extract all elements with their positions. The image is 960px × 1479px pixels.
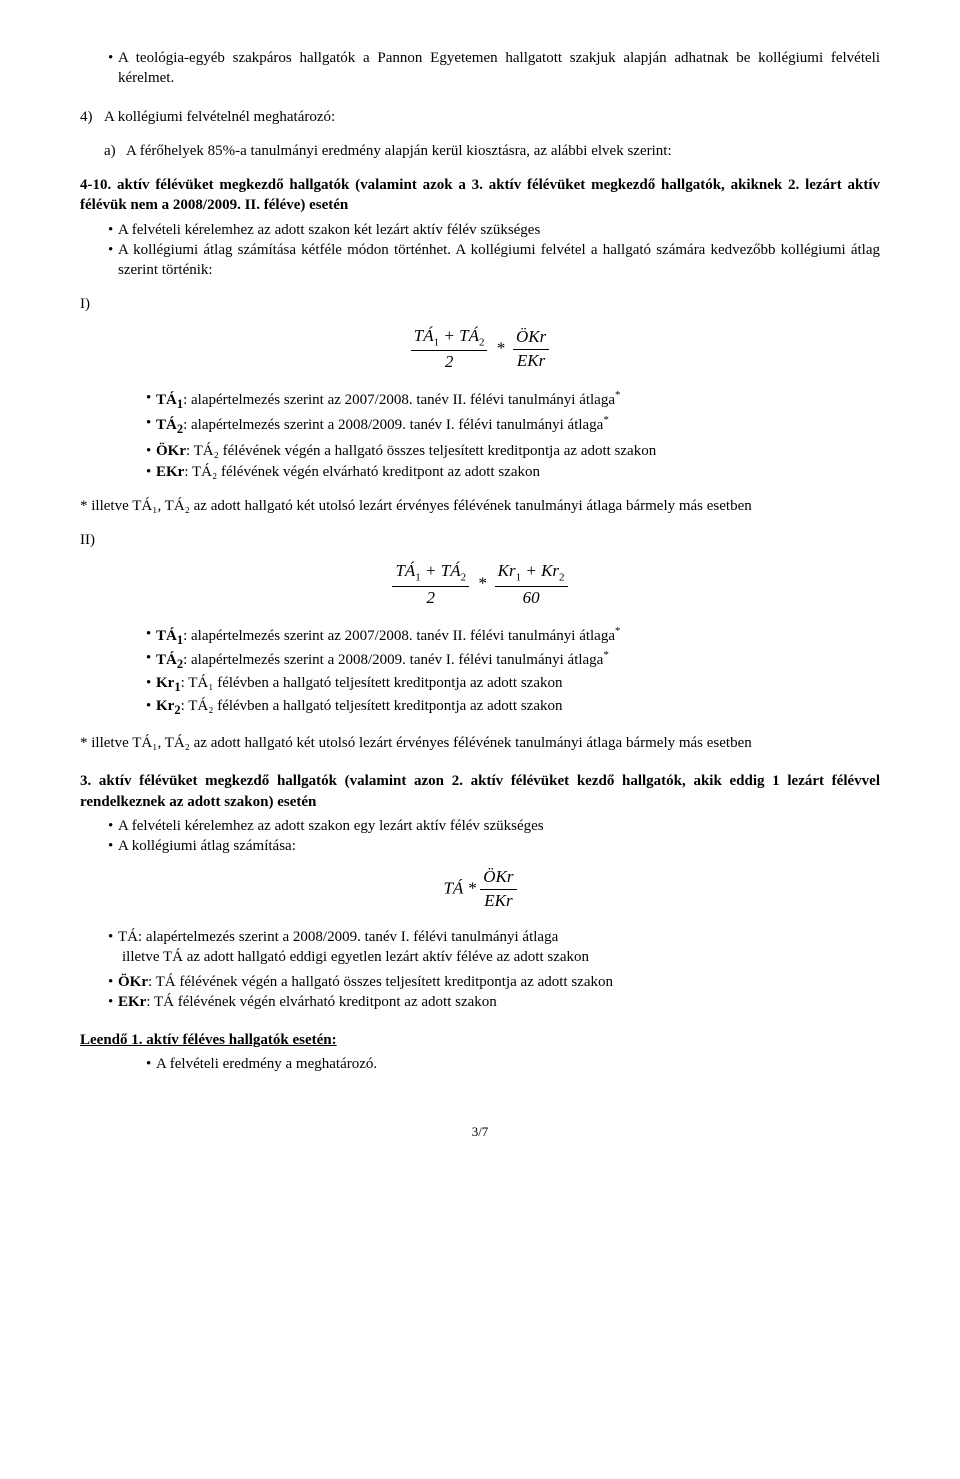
section-heading: 4-10. aktív félévüket megkezdő hallgatók…: [80, 175, 880, 216]
bullet-item: • Kr1: TÁ₁ félévben a hallgató teljesíte…: [146, 673, 880, 696]
paragraph-text: A teológia-egyéb szakpáros hallgatók a P…: [118, 48, 880, 89]
paragraph-text: A kollégiumi felvételnél meghatározó:: [104, 107, 335, 127]
bullet-item: • EKr: TÁ félévének végén elvárható kred…: [108, 992, 880, 1012]
bullet-item: • EKr: TÁ₂ félévének végén elvárható kre…: [146, 462, 880, 482]
bullet-dot: •: [146, 462, 156, 482]
paragraph-text: A felvételi kérelemhez az adott szakon k…: [118, 220, 540, 240]
bullet-item: • TÁ2: alapértelmezés szerint a 2008/200…: [146, 413, 880, 438]
formula-label: I): [80, 294, 880, 314]
bullet-dot: •: [146, 441, 156, 461]
definition-text: TÁ2: alapértelmezés szerint a 2008/2009.…: [156, 648, 609, 673]
bullet-item: • Kr2: TÁ₂ félévben a hallgató teljesíte…: [146, 696, 880, 719]
definition-text: ÖKr: TÁ₂ félévének végén a hallgató össz…: [156, 441, 656, 461]
formula-3: TÁ * ÖKrEKr: [80, 866, 880, 913]
paragraph-text: A kollégiumi átlag számítása:: [118, 836, 296, 856]
definition-text: ÖKr: TÁ félévének végén a hallgató össze…: [118, 972, 613, 992]
paragraph-text: A felvételi eredmény a meghatározó.: [156, 1054, 377, 1074]
definition-text: Kr1: TÁ₁ félévben a hallgató teljesített…: [156, 673, 563, 696]
section-heading: Leendő 1. aktív féléves hallgatók esetén…: [80, 1030, 880, 1050]
bullet-item: • A kollégiumi átlag számítása kétféle m…: [108, 240, 880, 281]
paragraph-text: A felvételi kérelemhez az adott szakon e…: [118, 816, 544, 836]
bullet-item: • TÁ1: alapértelmezés szerint az 2007/20…: [146, 624, 880, 649]
bullet-dot: •: [146, 696, 156, 716]
bullet-item: • A felvételi eredmény a meghatározó.: [146, 1054, 880, 1074]
bullet-dot: •: [108, 240, 118, 260]
page-number: 3/7: [80, 1123, 880, 1141]
bullet-dot: •: [146, 388, 156, 408]
bullet-item: • A kollégiumi átlag számítása:: [108, 836, 880, 856]
bullet-dot: •: [146, 624, 156, 644]
bullet-dot: •: [108, 992, 118, 1012]
definition-text: Kr2: TÁ₂ félévben a hallgató teljesített…: [156, 696, 563, 719]
footnote-text: * illetve TÁ₁, TÁ₂ az adott hallgató két…: [80, 496, 880, 516]
definition-text: TÁ: alapértelmezés szerint a 2008/2009. …: [118, 927, 589, 968]
formula-label: II): [80, 530, 880, 550]
bullet-item: • TÁ1: alapértelmezés szerint az 2007/20…: [146, 388, 880, 413]
bullet-dot: •: [146, 413, 156, 433]
bullet-item: • ÖKr: TÁ félévének végén a hallgató öss…: [108, 972, 880, 992]
bullet-dot: •: [108, 48, 118, 68]
definition-text: TÁ2: alapértelmezés szerint a 2008/2009.…: [156, 413, 609, 438]
bullet-item: • A teológia-egyéb szakpáros hallgatók a…: [108, 48, 880, 89]
paragraph-text: A férőhelyek 85%-a tanulmányi eredmény a…: [126, 141, 672, 161]
bullet-dot: •: [108, 816, 118, 836]
bullet-dot: •: [108, 220, 118, 240]
definition-text: TÁ1: alapértelmezés szerint az 2007/2008…: [156, 624, 621, 649]
bullet-item: • TÁ: alapértelmezés szerint a 2008/2009…: [108, 927, 880, 968]
bullet-item: • TÁ2: alapértelmezés szerint a 2008/200…: [146, 648, 880, 673]
bullet-dot: •: [146, 1054, 156, 1074]
definition-text: EKr: TÁ₂ félévének végén elvárható kredi…: [156, 462, 540, 482]
definition-text: TÁ1: alapértelmezés szerint az 2007/2008…: [156, 388, 621, 413]
bullet-item: • A felvételi kérelemhez az adott szakon…: [108, 816, 880, 836]
bullet-item: • ÖKr: TÁ₂ félévének végén a hallgató ös…: [146, 441, 880, 461]
numbered-item: 4) A kollégiumi felvételnél meghatározó:: [80, 107, 880, 127]
footnote-text: * illetve TÁ₁, TÁ₂ az adott hallgató két…: [80, 733, 880, 753]
list-letter: a): [104, 141, 126, 161]
bullet-dot: •: [108, 836, 118, 856]
bullet-dot: •: [108, 972, 118, 992]
section-heading: 3. aktív félévüket megkezdő hallgatók (v…: [80, 771, 880, 812]
formula-1: TÁ1 + TÁ22 * ÖKrEKr: [80, 325, 880, 374]
definition-text: EKr: TÁ félévének végén elvárható kredit…: [118, 992, 497, 1012]
paragraph-text: A kollégiumi átlag számítása kétféle mód…: [118, 240, 880, 281]
bullet-dot: •: [146, 648, 156, 668]
bullet-dot: •: [108, 927, 118, 947]
lettered-item: a) A férőhelyek 85%-a tanulmányi eredmén…: [104, 141, 880, 161]
bullet-item: • A felvételi kérelemhez az adott szakon…: [108, 220, 880, 240]
list-number: 4): [80, 107, 104, 127]
formula-2: TÁ1 + TÁ22 * Kr1 + Kr260: [80, 560, 880, 609]
bullet-dot: •: [146, 673, 156, 693]
